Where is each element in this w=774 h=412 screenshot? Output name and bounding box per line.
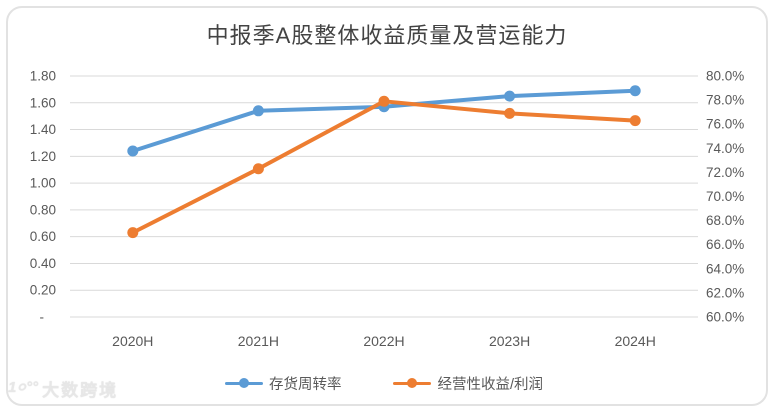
y-axis-left-tick: 1.60 <box>30 95 56 110</box>
legend-dot <box>407 378 418 388</box>
series-point-0 <box>629 85 641 97</box>
y-axis-left-tick: 0.60 <box>30 229 56 244</box>
chart-title: 中报季A股整体收益质量及营运能力 <box>206 23 568 48</box>
x-axis-tick: 2022H <box>363 333 404 349</box>
y-axis-left-tick: - <box>40 310 45 325</box>
y-axis-right-tick: 62.0% <box>706 285 744 300</box>
watermark-text: 大数跨境 <box>42 381 119 400</box>
series-point-0 <box>504 90 516 102</box>
series-point-0 <box>252 105 264 117</box>
x-axis-tick: 2023H <box>489 333 530 349</box>
legend-dot <box>238 378 249 388</box>
y-axis-right-tick: 60.0% <box>706 310 744 325</box>
y-axis-right-tick: 72.0% <box>706 165 744 180</box>
y-axis-left-tick: 1.40 <box>30 122 56 137</box>
chart-legend: 存货周转率 经营性收益/利润 <box>70 370 698 396</box>
y-axis-right-tick: 64.0% <box>706 261 744 276</box>
watermark-logo-icon: 1০°° <box>8 379 39 396</box>
series-point-1 <box>252 163 264 175</box>
y-axis-right-tick: 76.0% <box>706 117 744 132</box>
watermark: 1০°° 大数跨境 <box>8 376 118 401</box>
legend-item-1: 经营性收益/利润 <box>393 373 543 394</box>
y-axis-right-tick: 80.0% <box>706 69 744 84</box>
series-point-0 <box>127 145 139 157</box>
y-axis-left-tick: 1.00 <box>30 176 56 191</box>
y-axis-left-tick: 0.40 <box>30 256 56 271</box>
y-axis-left-tick: 1.20 <box>30 149 56 164</box>
x-axis-tick: 2020H <box>112 333 153 349</box>
y-axis-right-tick: 70.0% <box>706 189 744 204</box>
series-point-1 <box>629 115 641 127</box>
y-axis-left-tick: 1.80 <box>30 69 56 84</box>
series-line-1 <box>130 99 638 235</box>
chart-card <box>6 6 768 406</box>
series-point-1 <box>127 227 139 239</box>
y-axis-right-tick: 78.0% <box>706 93 744 108</box>
y-axis-right-tick: 74.0% <box>706 141 744 156</box>
y-axis-left-tick: 0.80 <box>30 202 56 217</box>
y-axis-right-tick: 68.0% <box>706 213 744 228</box>
legend-label: 经营性收益/利润 <box>437 376 544 393</box>
y-axis-left-tick: 0.20 <box>30 283 56 298</box>
legend-marker-icon <box>393 377 432 389</box>
x-axis-tick: 2024H <box>615 333 656 349</box>
legend-label: 存货周转率 <box>268 376 342 393</box>
x-axis-tick: 2021H <box>238 333 279 349</box>
legend-marker-icon <box>224 377 263 389</box>
series-point-1 <box>378 95 390 107</box>
series-point-1 <box>504 107 516 119</box>
y-axis-right-tick: 66.0% <box>706 237 744 252</box>
legend-item-0: 存货周转率 <box>224 373 342 394</box>
